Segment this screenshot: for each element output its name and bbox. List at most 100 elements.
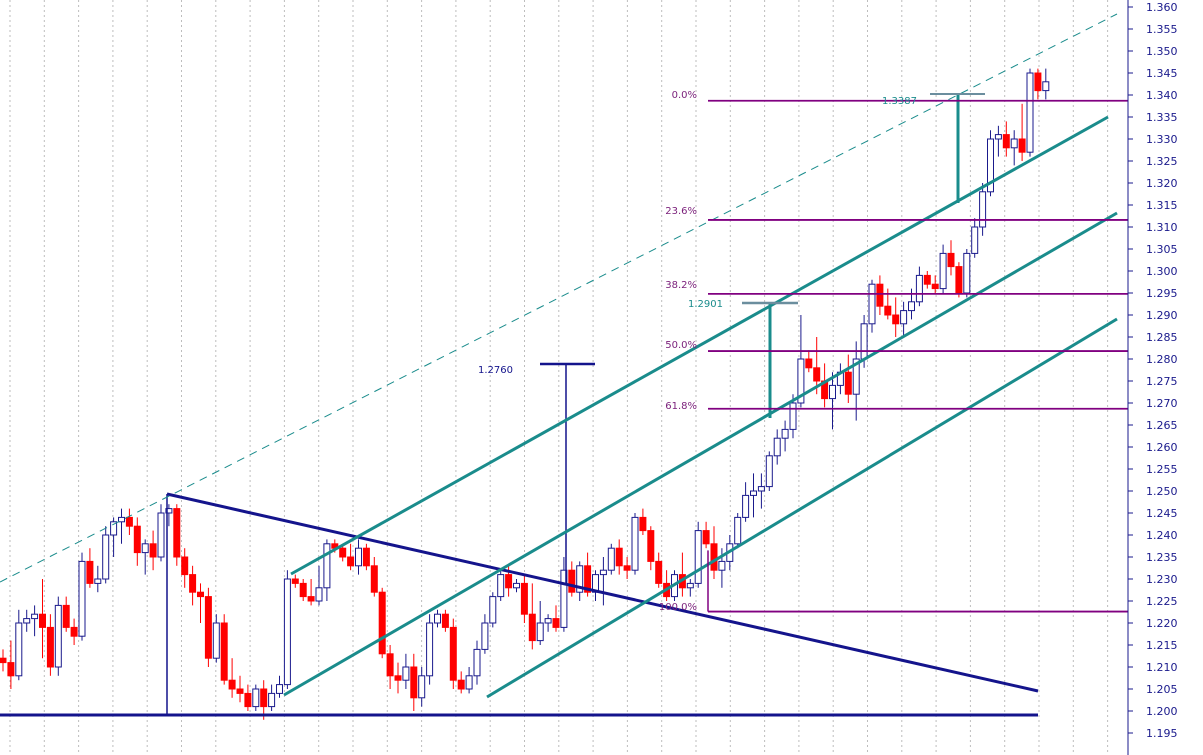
price-tick-label: 1.205 bbox=[1146, 683, 1178, 696]
price-tick-label: 1.260 bbox=[1146, 441, 1178, 454]
candle-body bbox=[576, 565, 584, 593]
price-tick-label: 1.355 bbox=[1146, 23, 1178, 36]
candle-body bbox=[236, 688, 244, 694]
candle-body bbox=[1002, 134, 1010, 149]
channel-upper bbox=[290, 115, 1109, 576]
candle-body bbox=[489, 596, 497, 624]
candle-body bbox=[315, 587, 323, 602]
price-tick-label: 1.275 bbox=[1146, 375, 1178, 388]
candle-body bbox=[268, 692, 276, 708]
candle-body bbox=[260, 688, 268, 708]
candle-body bbox=[1026, 72, 1034, 153]
candle-body bbox=[908, 301, 915, 312]
candle-body bbox=[212, 622, 220, 659]
candle-body bbox=[702, 530, 710, 545]
candle-body bbox=[528, 613, 536, 642]
candle-body bbox=[647, 530, 655, 562]
candle-body bbox=[797, 358, 805, 404]
candle-body bbox=[631, 516, 639, 571]
price-tick-label: 1.210 bbox=[1146, 661, 1178, 674]
target-label-1: 1.2760 bbox=[478, 365, 513, 376]
candle-body bbox=[434, 613, 441, 624]
candle-body bbox=[639, 516, 647, 532]
candle-body bbox=[939, 252, 947, 290]
candle-body bbox=[157, 512, 165, 558]
candle-body bbox=[323, 543, 331, 589]
fib-label-100: 100.0% bbox=[659, 602, 697, 613]
candle-body bbox=[102, 534, 110, 580]
candle-body bbox=[694, 530, 702, 584]
candle-body bbox=[599, 569, 607, 576]
target-label-2: 1.2901 bbox=[688, 299, 723, 310]
candle-body bbox=[39, 613, 46, 628]
candle-body bbox=[7, 662, 15, 677]
candle-body bbox=[860, 323, 868, 360]
candle-body bbox=[615, 547, 623, 567]
candle-body bbox=[426, 622, 434, 677]
price-tick-label: 1.340 bbox=[1146, 89, 1178, 102]
candle-body bbox=[46, 626, 54, 668]
candle-body bbox=[465, 675, 473, 690]
technical-overlays bbox=[0, 13, 1128, 717]
price-tick-labels: 1.195 1.200 1.205 1.210 1.215 1.220 1.225 1.230… bbox=[1128, 1, 1178, 740]
candle-body bbox=[339, 547, 347, 558]
price-tick-label: 1.240 bbox=[1146, 529, 1178, 542]
candle-body bbox=[410, 666, 418, 699]
price-tick-label: 1.325 bbox=[1146, 155, 1178, 168]
candle-body bbox=[544, 618, 552, 624]
fib-label-50: 50.0% bbox=[665, 340, 697, 351]
fib-label-0: 0.0% bbox=[672, 90, 697, 101]
descending-trendline bbox=[166, 492, 1039, 693]
candle-body bbox=[220, 622, 228, 681]
candle-body bbox=[62, 604, 70, 628]
price-tick-label: 1.230 bbox=[1146, 573, 1178, 586]
candle-body bbox=[987, 138, 994, 193]
price-tick-label: 1.255 bbox=[1146, 463, 1178, 476]
candle-body bbox=[244, 692, 252, 708]
price-tick-label: 1.360 bbox=[1146, 1, 1178, 14]
candle-body bbox=[552, 618, 560, 628]
candle-body bbox=[710, 543, 718, 571]
price-tick-label: 1.305 bbox=[1146, 243, 1178, 256]
candle-body bbox=[181, 556, 189, 576]
candle-body bbox=[900, 310, 908, 325]
price-tick-label: 1.335 bbox=[1146, 111, 1178, 124]
candle-body bbox=[54, 604, 62, 668]
price-tick-label: 1.200 bbox=[1146, 705, 1178, 718]
candle-body bbox=[252, 688, 260, 708]
price-tick-label: 1.350 bbox=[1146, 45, 1178, 58]
price-tick-label: 1.250 bbox=[1146, 485, 1178, 498]
candle-body bbox=[299, 582, 307, 598]
candle-body bbox=[923, 274, 931, 285]
candle-body bbox=[347, 556, 355, 567]
vertical-gridlines bbox=[9, 0, 1109, 755]
price-tick-label: 1.265 bbox=[1146, 419, 1178, 432]
price-tick-label: 1.300 bbox=[1146, 265, 1178, 278]
candle-body bbox=[1042, 81, 1050, 92]
candle-body bbox=[133, 525, 141, 554]
price-tick-label: 1.215 bbox=[1146, 639, 1178, 652]
candle-body bbox=[15, 622, 23, 677]
candle-body bbox=[141, 543, 149, 554]
candle-body bbox=[892, 314, 900, 325]
candle-body bbox=[173, 508, 181, 558]
price-tick-label: 1.315 bbox=[1146, 199, 1178, 212]
candle-body bbox=[560, 569, 568, 628]
price-tick-label: 1.280 bbox=[1146, 353, 1178, 366]
candle-body bbox=[584, 565, 592, 593]
candle-body bbox=[110, 521, 118, 536]
candle-body bbox=[844, 371, 852, 395]
candle-body bbox=[70, 626, 78, 637]
channel-lower bbox=[486, 317, 1118, 699]
candle-body bbox=[742, 494, 750, 518]
candle-body bbox=[204, 596, 212, 659]
candle-body bbox=[228, 679, 236, 690]
price-tick-label: 1.235 bbox=[1146, 551, 1178, 564]
candle-body bbox=[623, 565, 631, 571]
candle-body bbox=[813, 367, 821, 382]
candle-body bbox=[378, 591, 386, 655]
candle-body bbox=[750, 490, 757, 496]
candle-body bbox=[125, 516, 133, 527]
candle-body bbox=[197, 591, 204, 598]
